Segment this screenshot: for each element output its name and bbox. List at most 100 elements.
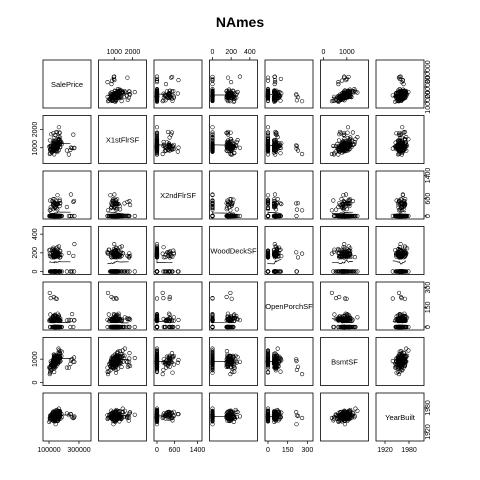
data-point — [49, 149, 54, 154]
smoother-line — [392, 93, 407, 97]
data-point — [346, 88, 351, 93]
data-point — [64, 204, 69, 210]
data-point — [390, 296, 395, 301]
data-point — [125, 75, 130, 80]
smoother-line — [49, 260, 71, 264]
data-point — [300, 251, 305, 256]
data-point — [345, 143, 350, 148]
panel-frame — [320, 59, 369, 109]
panel-OpenPorchSF-vs-SalePrice — [42, 281, 92, 331]
data-point — [399, 80, 404, 85]
data-point — [402, 296, 407, 301]
data-point — [265, 207, 271, 212]
data-point — [337, 132, 342, 137]
data-point — [52, 145, 57, 150]
data-point — [349, 269, 354, 274]
data-point — [343, 192, 349, 197]
data-point — [50, 148, 55, 153]
data-point — [272, 82, 277, 87]
data-point — [406, 90, 411, 95]
data-point — [175, 91, 180, 96]
data-point — [398, 205, 404, 210]
data-point — [272, 213, 277, 219]
data-point — [59, 269, 64, 274]
data-point — [399, 296, 404, 301]
panel-SalePrice-vs-BsmtSF — [320, 59, 369, 109]
data-point — [265, 137, 271, 142]
data-point — [403, 143, 408, 148]
data-point — [295, 255, 301, 260]
smoother-line — [267, 144, 282, 147]
data-point — [71, 199, 76, 204]
panel-frame — [375, 226, 425, 275]
data-point — [72, 198, 77, 203]
data-point — [275, 135, 280, 140]
data-point — [170, 146, 175, 151]
data-point — [154, 252, 160, 257]
data-point — [53, 312, 58, 317]
data-point — [265, 125, 271, 130]
panel-frame — [320, 170, 369, 220]
data-point — [120, 269, 125, 274]
data-point — [170, 269, 175, 274]
data-point — [132, 213, 137, 219]
data-point — [265, 130, 271, 135]
data-point — [398, 242, 403, 247]
data-point — [113, 99, 118, 104]
data-point — [114, 201, 119, 206]
data-point — [117, 252, 122, 258]
data-point — [68, 213, 73, 219]
smoother-line — [392, 260, 407, 265]
data-point — [272, 148, 277, 153]
data-point — [227, 213, 232, 219]
data-point — [105, 290, 111, 295]
data-point — [116, 91, 121, 96]
data-point — [49, 132, 54, 137]
data-point — [115, 197, 120, 202]
data-point — [341, 132, 346, 138]
data-point — [105, 250, 110, 255]
data-point — [112, 93, 117, 98]
data-point — [154, 74, 160, 79]
data-point — [229, 296, 234, 301]
data-point — [125, 269, 130, 274]
data-point — [165, 129, 171, 134]
data-point — [154, 76, 160, 81]
data-point — [237, 318, 242, 323]
data-point — [108, 97, 113, 102]
data-point — [342, 130, 347, 135]
data-point — [400, 193, 405, 198]
panel-frame — [153, 170, 203, 220]
data-point — [117, 255, 123, 260]
data-point — [278, 269, 283, 274]
data-point — [50, 213, 55, 219]
data-point — [400, 269, 405, 274]
data-point — [70, 146, 75, 151]
data-point — [64, 269, 69, 274]
panel-X1stFlrSF-vs-OpenPorchSF — [264, 115, 314, 164]
data-point — [336, 248, 341, 253]
data-point — [52, 139, 57, 144]
panel-X1stFlrSF-vs-SalePrice — [42, 115, 92, 164]
data-point — [170, 370, 175, 375]
data-point — [295, 201, 301, 206]
panel-X1stFlrSF-vs-BsmtSF — [320, 115, 369, 164]
data-point — [70, 213, 75, 219]
panel-X1stFlrSF-vs-YearBuilt — [375, 115, 425, 164]
panel-BsmtSF-vs-X1stFlrSF — [98, 337, 147, 386]
data-point — [154, 324, 160, 330]
data-point — [337, 202, 343, 208]
panel-WoodDeckSF-vs-WoodDeckSF: WoodDeckSF — [209, 226, 258, 275]
smoother-line — [212, 144, 236, 147]
data-point — [50, 269, 55, 274]
data-point — [396, 132, 401, 137]
data-point — [272, 269, 277, 274]
data-point — [272, 242, 277, 247]
data-point — [231, 144, 236, 149]
data-point — [234, 139, 239, 144]
data-point — [294, 92, 299, 97]
smoother-line — [267, 212, 282, 214]
data-point — [265, 269, 271, 274]
data-point — [265, 87, 271, 92]
data-point — [166, 91, 171, 96]
